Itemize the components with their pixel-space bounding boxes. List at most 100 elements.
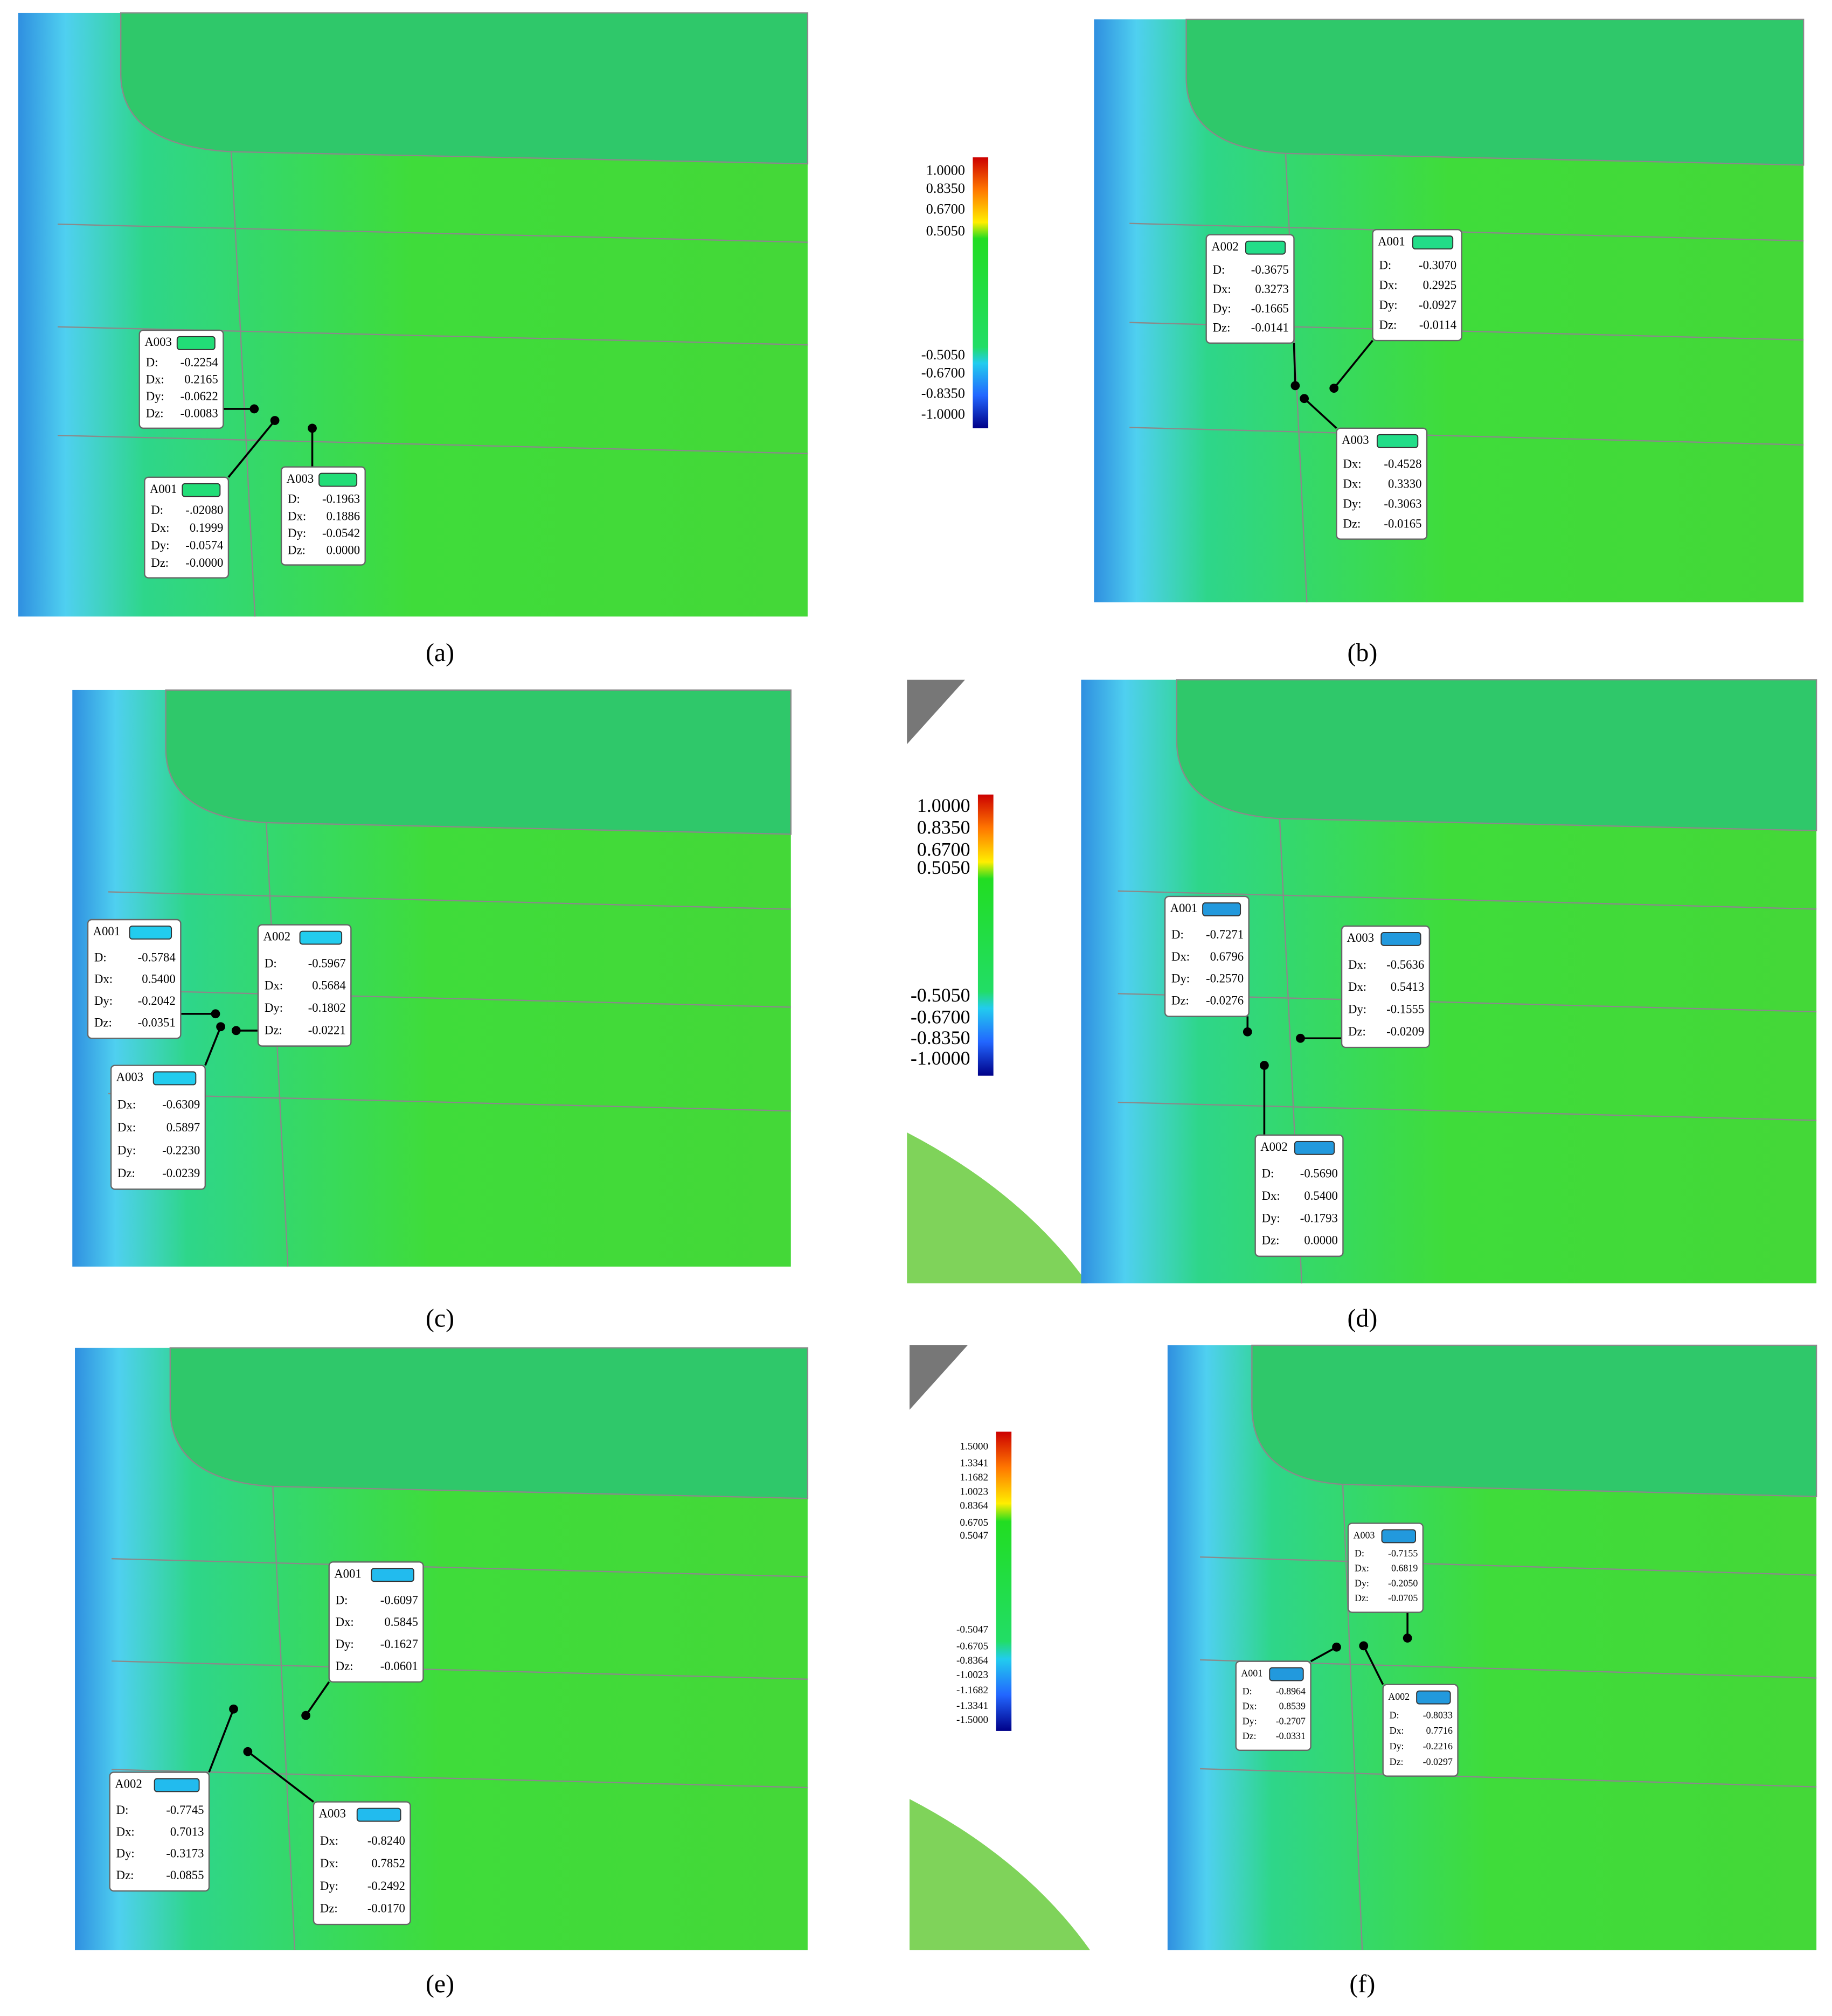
callout-value: -0.2492 [367, 1879, 405, 1893]
colorbar-label: -0.6700 [921, 365, 965, 380]
probe-point [243, 1747, 253, 1756]
probe-point [1243, 1027, 1252, 1037]
callout-value: -0.0170 [367, 1902, 405, 1915]
panel-label: (d) [1347, 1304, 1377, 1333]
callout-key: Dy: [1262, 1211, 1280, 1225]
callout-value: -0.3070 [1419, 259, 1456, 272]
callout-swatch [1380, 931, 1421, 946]
callout-id: A003 [1347, 931, 1375, 944]
callout-value: -0.8033 [1423, 1709, 1453, 1720]
callout-swatch [1412, 235, 1454, 250]
probe-point [1332, 1642, 1341, 1652]
callout-key: Dz: [1243, 1730, 1257, 1741]
callout-key: Dy: [265, 1001, 283, 1014]
probe-point [1403, 1633, 1412, 1643]
probe-point [1329, 384, 1339, 393]
callout-value: -0.0114 [1419, 318, 1457, 332]
callout-value: -0.5690 [1300, 1167, 1338, 1180]
colorbar-label: 0.6705 [960, 1517, 988, 1528]
colorbar-label: -1.0000 [911, 1047, 970, 1069]
panel-seam [1200, 1556, 1817, 1576]
callout-value: -0.0297 [1423, 1756, 1453, 1767]
callout-id: A001 [1170, 901, 1198, 915]
colorbar-label: 1.0023 [960, 1486, 988, 1497]
colorbar-label: 0.5047 [960, 1530, 988, 1541]
callout-id: A002 [1211, 240, 1239, 253]
callout-id: A003 [287, 472, 314, 485]
panel-seam [111, 1660, 808, 1680]
callout-id: A003 [116, 1070, 144, 1084]
panel-label: (a) [426, 638, 454, 667]
callout-swatch [1294, 1141, 1335, 1155]
callout-key: D: [336, 1593, 348, 1607]
callout-key: Dx: [1243, 1701, 1257, 1712]
leader-line [208, 1708, 235, 1773]
callout-key: Dy: [288, 526, 306, 540]
window-panel [1251, 1344, 1817, 1497]
callout-key: D: [1171, 928, 1184, 941]
callout-key: D: [94, 950, 107, 964]
callout-key: Dx: [1262, 1189, 1280, 1202]
callout-value: -0.6309 [162, 1098, 200, 1111]
window-panel [165, 689, 792, 835]
panel-seam [1129, 427, 1804, 446]
callout-value: -0.8240 [367, 1834, 405, 1847]
callout-value: 0.5400 [142, 972, 176, 986]
panel-seam [231, 151, 256, 617]
callout-key: Dz: [265, 1023, 282, 1037]
callout-value: -0.0000 [185, 556, 223, 569]
callout-key: Dx: [1348, 980, 1366, 993]
callout-value: -0.0601 [380, 1659, 418, 1673]
callout-key: D: [151, 503, 163, 517]
callout-id: A003 [144, 335, 172, 349]
callout-value: -0.0927 [1419, 298, 1456, 312]
callout-value: -0.0209 [1386, 1025, 1424, 1038]
callout-key: Dy: [116, 1847, 135, 1860]
callout-key: Dx: [1343, 477, 1361, 490]
callout-key: Dy: [146, 390, 164, 403]
callout-value: -0.0165 [1384, 517, 1421, 530]
callout-key: Dz: [116, 1868, 134, 1882]
colorbar-label: 1.0000 [926, 162, 965, 178]
panel-seam [1200, 1768, 1817, 1788]
callout-key: Dy: [336, 1637, 354, 1651]
panel-seam [1118, 890, 1817, 910]
leader-line [227, 420, 276, 478]
callout-key: Dx: [151, 521, 169, 534]
callout-value: -0.5967 [308, 956, 346, 970]
leader-line [1363, 1645, 1384, 1685]
colorbar-label: 0.8350 [917, 817, 970, 838]
callout-key: Dx: [94, 972, 113, 986]
colorbar-label: -0.6705 [956, 1641, 988, 1652]
probe-point [1260, 1061, 1269, 1070]
callout-key: Dz: [117, 1166, 135, 1180]
callout-swatch [154, 1778, 200, 1792]
callout-box [1235, 1660, 1311, 1751]
callout-value: 0.2925 [1423, 279, 1457, 292]
panel-seam [1285, 153, 1308, 603]
callout-swatch [1376, 434, 1419, 448]
callout-swatch [176, 336, 216, 350]
panel-seam [108, 891, 791, 910]
callout-key: Dy: [320, 1879, 338, 1893]
probe-point [216, 1022, 225, 1032]
callout-box [109, 1771, 210, 1892]
callout-value: -0.0141 [1251, 321, 1289, 335]
callout-box [110, 1065, 206, 1190]
callout-key: Dz: [1343, 517, 1361, 530]
callout-key: Dx: [1213, 282, 1231, 296]
callout-key: Dx: [116, 1825, 135, 1838]
callout-key: Dz: [1390, 1756, 1404, 1767]
callout-value: 0.3330 [1388, 477, 1422, 490]
probe-point [231, 1026, 241, 1035]
callout-id: A001 [93, 924, 121, 938]
panel-seam [1129, 223, 1804, 242]
callout-value: -0.0542 [322, 526, 360, 540]
colorbar-label: -0.8350 [911, 1027, 970, 1048]
callout-swatch [1269, 1667, 1304, 1681]
colorbar-label: 0.8350 [926, 180, 965, 196]
callout-value: 0.7013 [170, 1825, 204, 1838]
callout-value: -0.2042 [138, 994, 176, 1007]
colorbar [996, 1431, 1012, 1731]
callout-box [138, 329, 224, 429]
